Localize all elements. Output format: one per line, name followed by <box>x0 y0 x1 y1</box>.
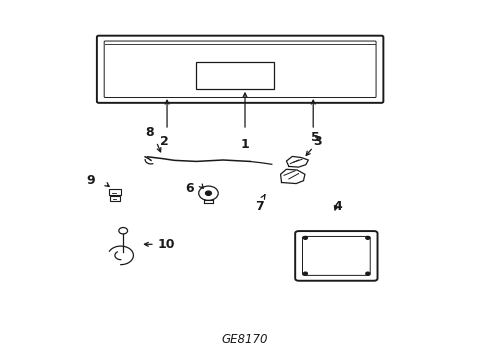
Text: 9: 9 <box>87 174 96 187</box>
Text: 3: 3 <box>313 135 321 148</box>
Text: 2: 2 <box>160 135 169 148</box>
Circle shape <box>366 272 370 275</box>
Text: 5: 5 <box>311 131 319 144</box>
Circle shape <box>366 237 370 239</box>
Text: GE8170: GE8170 <box>222 333 268 346</box>
Circle shape <box>303 237 307 239</box>
Text: 10: 10 <box>157 238 175 251</box>
Text: 4: 4 <box>333 200 342 213</box>
Circle shape <box>205 191 211 195</box>
Circle shape <box>303 272 307 275</box>
Text: 1: 1 <box>241 138 249 151</box>
Text: 8: 8 <box>146 126 154 139</box>
Text: 6: 6 <box>185 182 194 195</box>
Text: 7: 7 <box>255 200 264 213</box>
